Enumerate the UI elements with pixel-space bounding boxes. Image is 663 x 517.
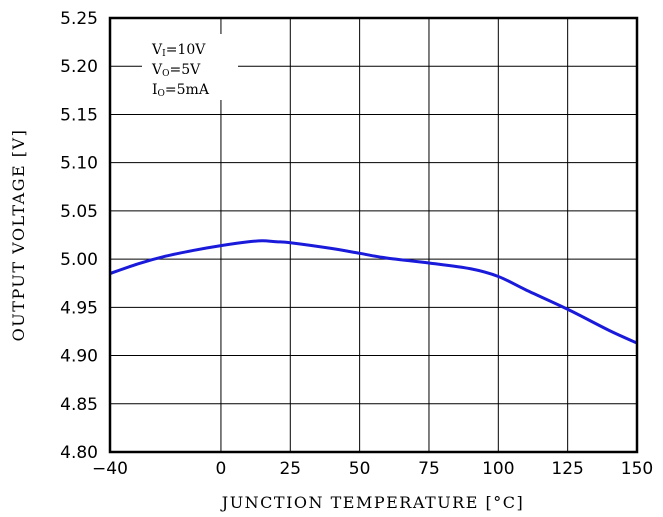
x-tick-label: 75 (418, 459, 440, 479)
y-axis-ticks: 4.80 4.85 4.90 4.95 5.00 5.05 5.10 5.15 5.20 5.25 (60, 9, 98, 463)
plot-frame (108, 16, 639, 454)
y-axis-title: OUTPUT VOLTAGE [V] (9, 129, 28, 342)
annotation-box (142, 34, 238, 100)
y-tick-label: 4.80 (60, 443, 98, 463)
grid (110, 18, 637, 452)
series-layer (109, 239, 638, 345)
x-axis-ticks: −40 0 25 50 75 100 125 150 (92, 459, 653, 479)
y-tick-label: 5.15 (60, 105, 98, 125)
x-axis-title: JUNCTION TEMPERATURE [°C] (220, 493, 524, 512)
y-tick-label: 5.00 (60, 250, 98, 270)
y-tick-label: 4.90 (60, 347, 98, 367)
annotation-line-vi: VI=10V (151, 42, 206, 59)
annotation-line-vo: VO=5V (151, 62, 201, 79)
y-tick-label: 5.20 (60, 57, 98, 77)
x-tick-label: 25 (279, 459, 301, 479)
x-tick-label: 0 (216, 459, 227, 479)
x-tick-label: 125 (551, 459, 583, 479)
y-tick-label: 5.05 (60, 202, 98, 222)
x-tick-label: 50 (349, 459, 371, 479)
annotation-line-io: IO=5mA (152, 82, 210, 99)
x-tick-label: 100 (482, 459, 514, 479)
y-tick-label: 5.25 (60, 9, 98, 29)
series-line-0 (109, 239, 638, 345)
x-tick-label: −40 (92, 459, 128, 479)
y-tick-label: 5.10 (60, 154, 98, 174)
y-tick-label: 4.85 (60, 395, 98, 415)
y-tick-label: 4.95 (60, 298, 98, 318)
conditions-annotation: VI=10V VO=5V IO=5mA (142, 34, 238, 100)
x-tick-label: 150 (621, 459, 653, 479)
